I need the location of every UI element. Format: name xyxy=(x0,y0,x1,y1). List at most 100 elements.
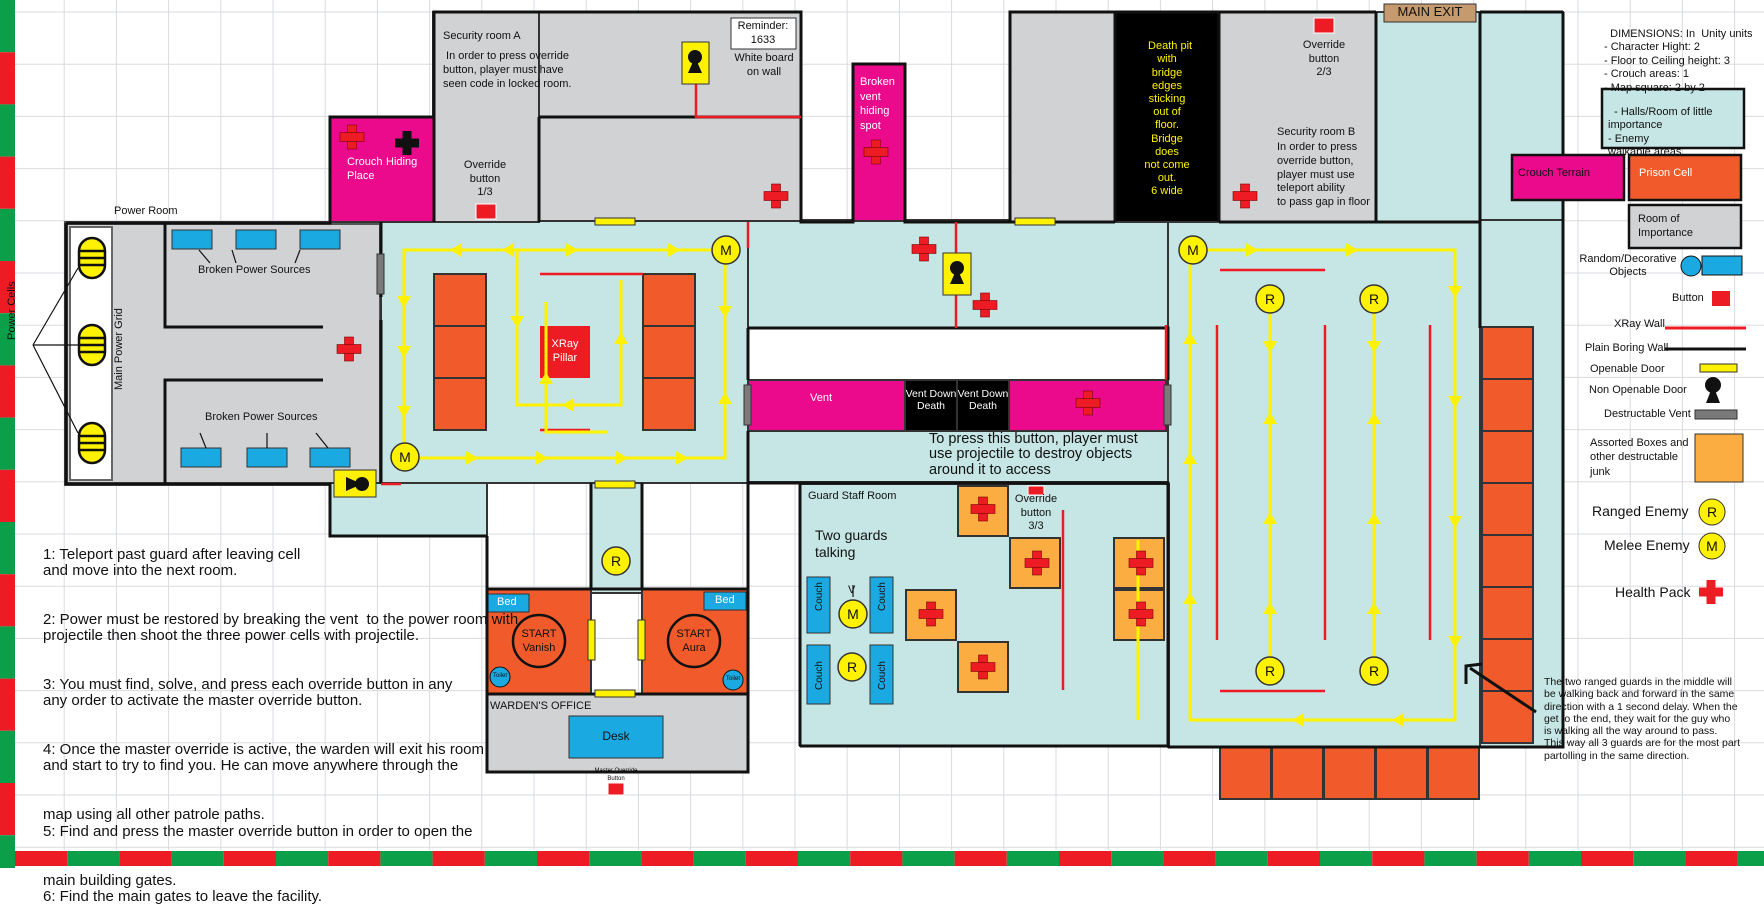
path-arrow-icon xyxy=(1367,602,1381,614)
path-arrow-icon xyxy=(450,243,462,257)
health-cross-icon xyxy=(339,124,365,150)
projectile-note: To press this button, player must use pr… xyxy=(929,431,1138,478)
ranged-letter: R xyxy=(611,553,621,569)
ranged-enemy xyxy=(601,546,631,576)
health-cross-icon xyxy=(970,654,996,680)
main-exit-label: MAIN EXIT xyxy=(1397,4,1463,19)
lock-icon xyxy=(942,252,972,296)
security-room-b-left xyxy=(1009,11,1116,223)
page-border xyxy=(0,0,1764,868)
toilet-label: Toilet xyxy=(725,676,740,682)
two-guards-label: Two guards talking xyxy=(815,527,888,560)
path-arrow-icon xyxy=(1448,286,1462,298)
openable-doors xyxy=(587,217,1056,698)
security-room-a-text: In order to press override button, playe… xyxy=(443,50,572,90)
path-arrow-icon xyxy=(466,451,478,465)
security-room-b-text: In order to press override button, playe… xyxy=(1277,141,1370,209)
toilets xyxy=(489,666,744,691)
path-arrow-icon xyxy=(1263,602,1277,614)
legend-xray-wall: XRay Wall xyxy=(1614,318,1665,330)
path-arrow-icon xyxy=(1392,713,1404,727)
health-cross-icon xyxy=(863,139,889,165)
desk-label: Desk xyxy=(602,729,630,743)
east-cells xyxy=(1219,326,1534,800)
broken-power-sources-label: Broken Power Sources xyxy=(198,264,311,276)
toilet-label: Toilet xyxy=(492,673,507,679)
path-arrow-icon xyxy=(1263,412,1277,424)
vent-label: Vent xyxy=(810,392,833,404)
health-cross-icon xyxy=(918,601,944,627)
ranged-enemy xyxy=(1359,284,1389,314)
legend: R M xyxy=(1510,87,1746,604)
legend-random-objects: Random/Decorative Objects xyxy=(1579,253,1677,278)
melee-letter: M xyxy=(847,606,859,622)
path-arrow-icon xyxy=(676,451,688,465)
path-arrow-icon xyxy=(718,392,732,404)
ranged-enemy xyxy=(1359,656,1389,686)
legend-crouch-terrain: Crouch Terrain xyxy=(1518,167,1590,179)
melee-enemy xyxy=(1178,235,1208,265)
legend-halls: - Halls/Room of little importance - Enemy w… xyxy=(1608,105,1713,159)
start-aura-label: START Aura xyxy=(676,628,712,654)
melee-enemy xyxy=(711,235,741,265)
security-room-b-title: Security room B xyxy=(1277,126,1356,138)
wardens-office-label: WARDEN'S OFFICE xyxy=(490,700,592,712)
path-arrow-icon xyxy=(562,398,574,412)
power-room xyxy=(64,221,383,486)
lock-icon xyxy=(681,41,710,85)
path-arrow-icon xyxy=(1448,396,1462,408)
override-1-label: Override button 1/3 xyxy=(463,159,507,198)
health-cross-icon xyxy=(972,292,998,318)
override-3-label: Override button 3/3 xyxy=(1014,493,1058,532)
level-map: M M M M R R R R R R xyxy=(0,0,1764,868)
legend-boxes: Assorted Boxes and other destructable junk xyxy=(1590,437,1689,478)
couch-label: Couch xyxy=(814,661,825,690)
svg-text:M: M xyxy=(1706,538,1718,554)
health-cross-icon xyxy=(336,336,362,362)
main-power-grid-label: Main Power Grid xyxy=(113,308,125,390)
xray-pillar-label: XRay Pillar xyxy=(551,338,579,364)
path-arrow-icon xyxy=(397,346,411,358)
legend-prison-cell: Prison Cell xyxy=(1639,167,1693,179)
health-cross-icon xyxy=(1024,550,1050,576)
power-room-inner-walls xyxy=(163,223,323,484)
couch-label: Couch xyxy=(877,661,888,690)
broken-vent-label: Broken vent hiding spot xyxy=(860,76,895,132)
legend-openable-door: Openable Door xyxy=(1590,363,1665,375)
main-exit-sign xyxy=(1383,3,1477,23)
legend-destructable-vent: Destructable Vent xyxy=(1604,408,1691,420)
melee-enemy xyxy=(390,442,420,472)
legend-non-openable-door: Non Openable Door xyxy=(1589,384,1687,396)
guards-note: The two ranged guards in the middle will… xyxy=(1544,676,1741,762)
dimensions: DIMENSIONS: In Unity units - Character Hi… xyxy=(1604,27,1753,94)
decor-objects xyxy=(171,229,894,759)
path-arrow-icon xyxy=(668,243,680,257)
west-hall-cells xyxy=(433,273,696,431)
power-room-label: Power Room xyxy=(114,205,178,217)
legend-button: Button xyxy=(1672,292,1704,304)
ranged-letter: R xyxy=(1369,291,1379,307)
path-arrow-icon xyxy=(397,406,411,418)
reminder-code: 1633 xyxy=(750,34,776,46)
security-room-a-title: Security room A xyxy=(443,30,521,42)
vent-down-death-label: Vent Down Death xyxy=(957,388,1009,412)
melee-letter: M xyxy=(399,449,411,465)
melee-enemy xyxy=(838,599,868,629)
lock-icon xyxy=(333,469,377,498)
path-arrow-icon xyxy=(566,243,578,257)
melee-letter: M xyxy=(1187,242,1199,258)
path-arrow-icon xyxy=(1183,332,1197,344)
death-pit xyxy=(1114,11,1220,223)
path-arrow-icon xyxy=(1346,243,1358,257)
health-cross-icon xyxy=(763,183,789,209)
start-markers xyxy=(511,613,722,669)
crouch-place-label: Place xyxy=(347,170,375,182)
bed-label: Bed xyxy=(497,596,517,608)
legend-room-of-importance: Room of Importance xyxy=(1638,213,1694,239)
reminder-board xyxy=(730,17,797,50)
path-arrow-icon xyxy=(616,451,628,465)
instructions: 1: Teleport past guard after leaving cel… xyxy=(43,545,519,905)
path-arrow-icon xyxy=(1263,512,1277,524)
path-arrow-icon xyxy=(1246,243,1258,257)
enemies xyxy=(390,235,1389,686)
